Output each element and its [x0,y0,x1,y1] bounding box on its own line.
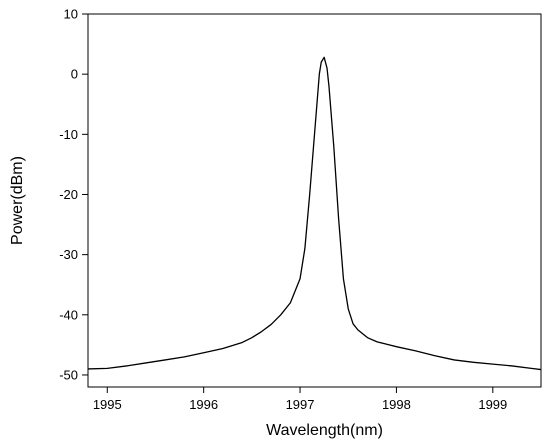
y-axis-ticks [82,13,88,376]
y-tick-label: 10 [64,7,78,22]
series-layer [87,56,542,371]
spectrum-line [87,56,542,371]
y-tick-label: -40 [59,307,78,322]
x-tick-label: 1995 [93,397,122,412]
x-tick-label: 1998 [382,397,411,412]
y-axis-title: Power(dBm) [9,156,26,245]
x-axis-ticks [106,387,494,393]
y-tick-label: 0 [71,67,78,82]
y-axis-tick-labels: 10 0 -10 -20 -30 -40 -50 [59,7,78,383]
y-tick-label: -20 [59,187,78,202]
x-tick-label: 1999 [478,397,507,412]
x-axis-title: Wavelength(nm) [266,422,383,439]
x-tick-label: 1997 [286,397,315,412]
y-tick-label: -50 [59,367,78,382]
y-tick-label: -30 [59,247,78,262]
y-tick-label: -10 [59,127,78,142]
plot-frame [87,13,542,388]
x-axis-tick-labels: 1995 1996 1997 1998 1999 [93,397,507,412]
x-tick-label: 1996 [189,397,218,412]
